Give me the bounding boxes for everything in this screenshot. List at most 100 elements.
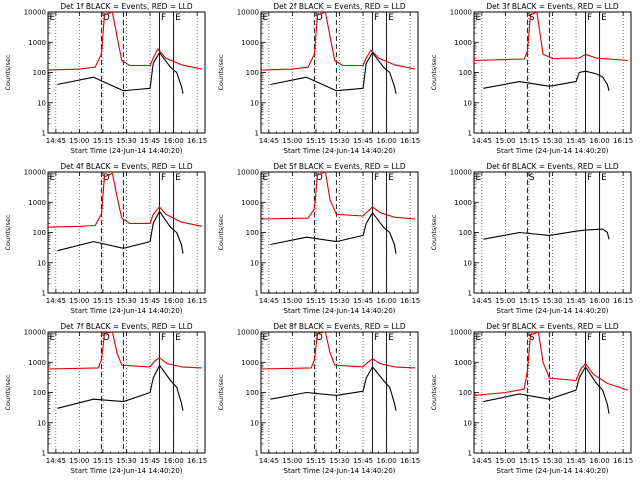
x-tick-label: 14:45 xyxy=(259,137,279,145)
y-tick-label: 10 xyxy=(250,259,259,267)
marker-label: D xyxy=(103,173,110,183)
y-tick-label: 10 xyxy=(463,259,472,267)
x-tick-label: 15:30 xyxy=(329,297,349,305)
events-series-line xyxy=(270,212,397,254)
x-tick-label: 16:00 xyxy=(590,137,610,145)
events-series-line xyxy=(57,52,184,94)
chart-title: Det 9f BLACK = Events, RED = LLD xyxy=(486,322,619,331)
detector-panel: Det 2f BLACK = Events, RED = LLD 1 10 100 10… xyxy=(213,0,426,160)
marker-label: F xyxy=(374,173,379,183)
x-tick-label: 15:30 xyxy=(116,137,136,145)
x-tick-label: 16:15 xyxy=(187,137,207,145)
x-tick-label: 15:45 xyxy=(140,137,160,145)
marker-label: F xyxy=(374,333,379,343)
x-tick-label: 14:45 xyxy=(46,137,66,145)
detector-panel: Det 9f BLACK = Events, RED = LLD 1 10 100 10… xyxy=(426,320,639,480)
marker-label: F xyxy=(374,13,379,23)
events-series-line xyxy=(483,70,610,91)
x-tick-label: 16:00 xyxy=(377,297,397,305)
x-tick-label: 16:15 xyxy=(400,137,420,145)
marker-label: E xyxy=(263,13,269,23)
x-tick-label: 15:45 xyxy=(353,297,373,305)
marker-label: E xyxy=(175,13,181,23)
y-tick-label: 1 xyxy=(255,130,259,138)
x-tick-label: 15:30 xyxy=(542,137,562,145)
chart-svg: Det 1f BLACK = Events, RED = LLD 1 10 100 10… xyxy=(4,2,207,155)
x-tick-label: 14:45 xyxy=(259,457,279,465)
marker-label: E xyxy=(388,333,394,343)
x-tick-label: 15:00 xyxy=(495,297,515,305)
x-tick-label: 15:00 xyxy=(69,297,89,305)
y-tick-label: 100 xyxy=(246,229,259,237)
x-tick-label: 14:45 xyxy=(472,457,492,465)
detector-panel: Det 4f BLACK = Events, RED = LLD 1 10 100 10… xyxy=(0,160,213,320)
x-tick-label: 15:15 xyxy=(519,297,539,305)
y-tick-label: 1 xyxy=(255,450,259,458)
marker-label: F xyxy=(161,173,166,183)
chart-title: Det 3f BLACK = Events, RED = LLD xyxy=(486,2,619,11)
lld-series-line xyxy=(47,172,203,228)
marker-label: F xyxy=(161,13,166,23)
x-axis-label: Start Time (24-Jun-14 14:40:20) xyxy=(71,307,183,315)
x-tick-label: 16:15 xyxy=(613,297,633,305)
y-tick-label: 1000 xyxy=(241,39,259,47)
x-tick-label: 15:45 xyxy=(566,457,586,465)
x-axis-label: Start Time (24-Jun-14 14:40:20) xyxy=(284,307,396,315)
y-tick-label: 100 xyxy=(33,389,46,397)
x-tick-label: 15:45 xyxy=(566,137,586,145)
x-tick-label: 14:45 xyxy=(46,457,66,465)
x-axis-label: Start Time (24-Jun-14 14:40:20) xyxy=(71,467,183,475)
marker-label: D xyxy=(316,173,323,183)
x-tick-label: 16:00 xyxy=(590,297,610,305)
y-tick-label: 1000 xyxy=(241,199,259,207)
y-tick-label: 100 xyxy=(459,229,472,237)
chart-title: Det 2f BLACK = Events, RED = LLD xyxy=(273,2,406,11)
y-tick-label: 1000 xyxy=(454,199,472,207)
detector-panel: Det 6f BLACK = Events, RED = LLD 1 10 100 10… xyxy=(426,160,639,320)
marker-label: E xyxy=(263,333,269,343)
marker-label: F xyxy=(587,13,592,23)
lld-series-line xyxy=(47,331,202,370)
y-tick-label: 10000 xyxy=(24,329,46,337)
y-tick-label: 1 xyxy=(42,130,46,138)
x-tick-label: 16:15 xyxy=(613,137,633,145)
x-tick-label: 14:45 xyxy=(46,297,66,305)
y-tick-label: 10 xyxy=(37,259,46,267)
y-tick-label: 10000 xyxy=(24,169,46,177)
marker-label: E xyxy=(601,333,607,343)
x-tick-label: 15:00 xyxy=(282,457,302,465)
x-tick-label: 15:45 xyxy=(353,457,373,465)
y-tick-label: 10 xyxy=(37,419,46,427)
x-axis-label: Start Time (24-Jun-14 14:40:20) xyxy=(71,147,183,155)
marker-label: E xyxy=(476,333,482,343)
x-tick-label: 16:00 xyxy=(377,457,397,465)
y-tick-label: 10000 xyxy=(450,169,472,177)
y-tick-label: 1 xyxy=(468,290,472,298)
marker-label: F xyxy=(587,333,592,343)
x-tick-label: 15:30 xyxy=(116,297,136,305)
x-axis-label: Start Time (24-Jun-14 14:40:20) xyxy=(284,147,396,155)
x-axis-label: Start Time (24-Jun-14 14:40:20) xyxy=(284,467,396,475)
marker-label: E xyxy=(476,173,482,183)
x-tick-label: 16:15 xyxy=(400,297,420,305)
events-series-line xyxy=(483,228,610,240)
y-tick-label: 1 xyxy=(42,450,46,458)
y-tick-label: 10 xyxy=(250,419,259,427)
chart-svg: Det 8f BLACK = Events, RED = LLD 1 10 100 10… xyxy=(217,322,420,475)
marker-label: S xyxy=(529,333,535,343)
x-tick-label: 15:45 xyxy=(140,457,160,465)
marker-label: F xyxy=(587,173,592,183)
x-tick-label: 15:15 xyxy=(519,137,539,145)
x-tick-label: 16:00 xyxy=(164,297,184,305)
y-tick-label: 10000 xyxy=(237,169,259,177)
marker-label: D xyxy=(103,333,110,343)
y-tick-label: 10000 xyxy=(450,329,472,337)
marker-label: E xyxy=(601,173,607,183)
x-tick-label: 15:30 xyxy=(329,457,349,465)
y-tick-label: 1000 xyxy=(28,199,46,207)
y-tick-label: 1 xyxy=(42,290,46,298)
marker-label: S xyxy=(529,13,535,23)
lld-series-line xyxy=(260,171,415,220)
marker-label: E xyxy=(388,13,394,23)
